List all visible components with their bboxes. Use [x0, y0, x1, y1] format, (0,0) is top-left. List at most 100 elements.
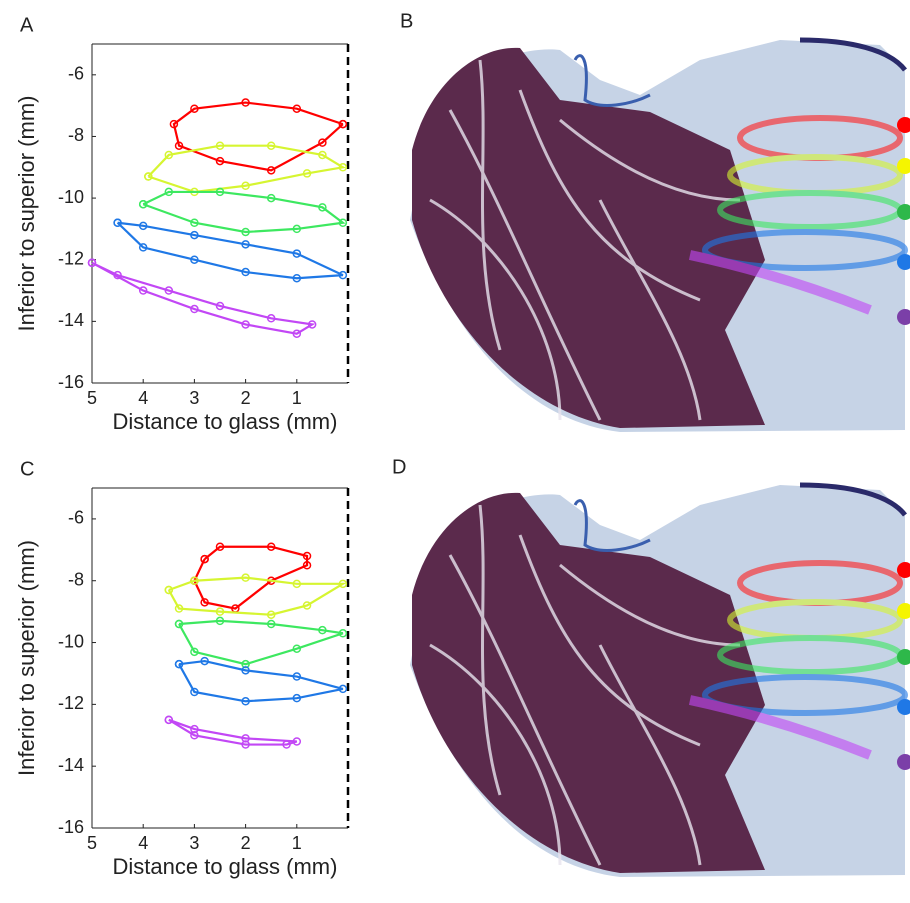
y-tick-label: -6	[68, 64, 84, 84]
trajectory-point	[190, 724, 199, 734]
y-tick-label: -12	[58, 248, 84, 268]
panel-label: D	[392, 456, 406, 478]
trajectory-point	[266, 141, 276, 150]
trajectory	[142, 190, 346, 234]
trajectory-point	[241, 659, 250, 669]
x-axis-label: Distance to glass (mm)	[113, 854, 338, 879]
trajectory-point	[190, 255, 199, 264]
trajectory-point	[215, 301, 225, 311]
x-tick-label: 5	[87, 388, 97, 408]
trajectory-point	[338, 629, 348, 638]
y-tick-label: -12	[58, 693, 84, 713]
y-axis-label: Inferior to superior (mm)	[14, 96, 39, 332]
trajectory-point	[200, 598, 209, 607]
trajectory-point	[338, 579, 348, 589]
trajectory-point	[292, 329, 302, 338]
panel-label: C	[20, 458, 34, 480]
trajectory-point	[215, 141, 225, 150]
trajectory-point	[164, 150, 174, 160]
histology-image	[410, 40, 910, 432]
trajectory-point	[164, 715, 174, 725]
x-tick-label: 4	[138, 388, 148, 408]
x-tick-label: 1	[292, 388, 302, 408]
trajectory-point	[215, 156, 225, 166]
trajectory	[147, 144, 346, 194]
trajectory-point	[338, 218, 348, 227]
trajectory-point	[174, 659, 184, 669]
trajectory-point	[292, 249, 302, 258]
trajectory-point	[302, 551, 312, 561]
y-tick-label: -8	[68, 125, 84, 145]
trajectory-point	[241, 740, 250, 749]
trajectory-point	[200, 656, 209, 666]
x-tick-label: 3	[189, 388, 199, 408]
trajectory-point	[113, 270, 122, 280]
trajectory-point	[190, 647, 199, 657]
trajectory-point	[241, 734, 250, 743]
trajectory-point	[200, 554, 209, 564]
trajectory-point	[302, 561, 312, 570]
trajectory-point	[292, 693, 302, 703]
trajectory-point	[190, 104, 199, 113]
trajectory-point	[87, 258, 97, 268]
trajectory-point	[302, 169, 312, 178]
x-axis-label: Distance to glass (mm)	[113, 409, 338, 434]
trajectory-point	[266, 166, 276, 175]
trajectory-point	[307, 320, 317, 329]
trajectory	[91, 261, 316, 335]
trajectory-point	[318, 138, 327, 147]
trajectory-point	[164, 286, 174, 295]
trajectory-point	[241, 98, 250, 107]
trajectory-point	[282, 740, 291, 749]
trajectory-point	[338, 270, 348, 280]
trajectory-point	[318, 203, 327, 212]
trajectory-point	[174, 604, 184, 613]
trajectory-point	[215, 187, 225, 197]
trajectory-point	[292, 273, 302, 283]
y-tick-label: -6	[68, 508, 84, 528]
trajectory-point	[138, 221, 148, 231]
trajectory-point	[338, 684, 348, 694]
y-tick-label: -14	[58, 310, 84, 330]
trajectory-point	[215, 607, 225, 616]
trajectory-point	[190, 731, 199, 740]
trajectory	[178, 619, 344, 666]
trajectory-point	[241, 267, 250, 277]
trajectory-point	[138, 243, 148, 252]
trajectory-point	[215, 542, 225, 551]
trajectory-point	[241, 227, 250, 237]
x-tick-label: 1	[292, 833, 302, 853]
trajectory	[193, 545, 309, 610]
trajectory-point	[292, 104, 302, 113]
trajectory-point	[190, 230, 199, 240]
trajectory-point	[266, 314, 276, 323]
trajectory-point	[174, 141, 184, 150]
trajectory-point	[113, 218, 122, 227]
trajectory-point	[318, 150, 327, 160]
panel-label: A	[20, 14, 34, 36]
trajectory	[168, 718, 298, 746]
trajectory-point	[144, 172, 153, 181]
trajectory-point	[190, 304, 199, 314]
y-axis-label: Inferior to superior (mm)	[14, 540, 39, 776]
panel-label: B	[400, 10, 413, 32]
trajectory-point	[190, 218, 199, 227]
trajectory-point	[266, 610, 276, 619]
trajectory-point	[292, 737, 302, 746]
y-tick-label: -16	[58, 817, 84, 837]
x-tick-label: 3	[189, 833, 199, 853]
trajectory-point	[138, 200, 148, 209]
trajectory-point	[174, 619, 184, 629]
trajectory-point	[164, 187, 174, 197]
trajectory-point	[241, 666, 250, 675]
trajectory-point	[292, 644, 302, 653]
trajectory-point	[292, 579, 302, 589]
trajectory	[167, 576, 347, 616]
trajectory-point	[190, 687, 199, 697]
trajectory-point	[241, 573, 250, 582]
trajectory-point	[215, 616, 225, 626]
y-tick-label: -8	[68, 569, 84, 589]
trajectory-point	[241, 181, 250, 191]
y-tick-label: -10	[58, 187, 84, 207]
trajectory-point	[266, 193, 276, 203]
